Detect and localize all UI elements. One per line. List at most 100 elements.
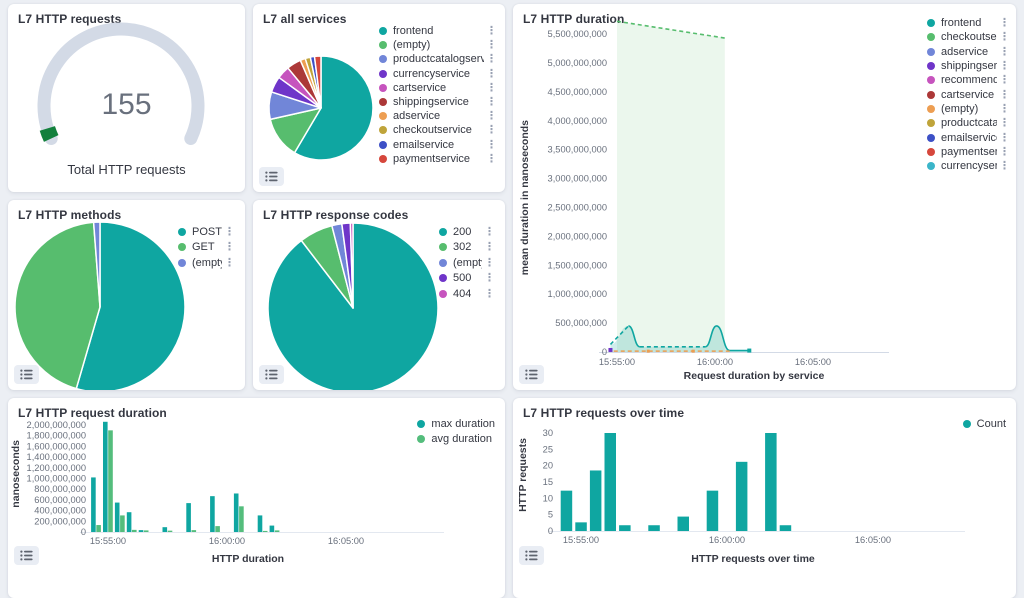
legend-item-currencyservice[interactable]: currencyservice⋮	[927, 159, 1012, 173]
legend-toggle-button[interactable]	[259, 167, 284, 186]
legend-item--empty-[interactable]: (empty)⋮	[178, 255, 237, 271]
legend-item-count[interactable]: Count	[962, 416, 1006, 431]
request-duration-bar-chart: 15:55:00 16:00:00 16:05:00 0200,000,000400,…	[27, 420, 444, 546]
duration-y-axis-title: mean duration in nanoseconds	[519, 120, 531, 276]
boxes-vertical-icon[interactable]: ⋮	[999, 60, 1010, 73]
boxes-vertical-icon[interactable]: ⋮	[999, 17, 1010, 30]
legend-toggle-button[interactable]	[14, 365, 39, 384]
bar-max-duration	[186, 503, 191, 532]
legend-item-post[interactable]: POST ⋮	[178, 224, 237, 240]
boxes-vertical-icon[interactable]: ⋮	[999, 31, 1010, 44]
legend-item-shippingservice[interactable]: shippingservice⋮	[927, 59, 1012, 73]
panel-title: L7 HTTP duration	[523, 12, 625, 26]
pie-slice-paymentservice	[313, 55, 322, 109]
legend-item-404[interactable]: 404 ⋮	[439, 286, 497, 302]
legend-item--empty-[interactable]: (empty)⋮	[379, 38, 499, 52]
boxes-vertical-icon[interactable]: ⋮	[486, 124, 497, 137]
legend-item-frontend[interactable]: frontend ⋮	[927, 16, 1012, 30]
panel-l7-http-duration: L7 HTTP duration 15:55:00 16:00:00 16:05:0…	[513, 4, 1016, 390]
legend-item-500[interactable]: 500 ⋮	[439, 271, 497, 287]
legend-item-paymentservice[interactable]: paymentservice⋮	[927, 145, 1012, 159]
boxes-vertical-icon[interactable]: ⋮	[486, 138, 497, 151]
legend-color-dot-icon	[927, 119, 935, 128]
request-duration-x-axis-title: HTTP duration	[211, 553, 285, 565]
legend-item-label: paymentservice	[941, 145, 997, 158]
boxes-vertical-icon[interactable]: ⋮	[484, 272, 495, 285]
legend-item-label: (empty)	[192, 256, 222, 269]
boxes-vertical-icon[interactable]: ⋮	[224, 241, 235, 254]
boxes-vertical-icon[interactable]: ⋮	[486, 81, 497, 94]
boxes-vertical-icon[interactable]: ⋮	[486, 152, 497, 165]
legend-item-productcatalogservice[interactable]: productcatalogservice⋮	[379, 52, 499, 66]
legend-item-emailservice[interactable]: emailservice ⋮	[927, 130, 1012, 144]
legend-toggle-button[interactable]	[259, 365, 284, 384]
boxes-vertical-icon[interactable]: ⋮	[999, 160, 1010, 173]
legend-item-label: (empty)	[941, 102, 979, 115]
boxes-vertical-icon[interactable]: ⋮	[999, 145, 1010, 158]
legend-item-get[interactable]: GET ⋮	[178, 240, 237, 256]
legend-item-recommendationservice[interactable]: recommendationservice⋮	[927, 73, 1012, 87]
bar-count	[619, 525, 631, 531]
boxes-vertical-icon[interactable]: ⋮	[484, 225, 495, 238]
boxes-vertical-icon[interactable]: ⋮	[486, 53, 497, 66]
svg-text:4,500,000,000: 4,500,000,000	[548, 87, 607, 97]
boxes-vertical-icon[interactable]: ⋮	[999, 88, 1010, 101]
panel-l7-http-request-duration: L7 HTTP request duration 15:55:00 16:00:0…	[8, 398, 505, 598]
legend-item-checkoutservice[interactable]: checkoutservice⋮	[379, 123, 499, 137]
boxes-vertical-icon[interactable]: ⋮	[224, 225, 235, 238]
svg-text:1,500,000,000: 1,500,000,000	[548, 260, 607, 270]
legend-toggle-button[interactable]	[519, 546, 544, 565]
boxes-vertical-icon[interactable]: ⋮	[224, 256, 235, 269]
svg-text:4,000,000,000: 4,000,000,000	[548, 116, 607, 126]
legend-item-label: checkoutservice	[941, 31, 997, 44]
legend-item-label: cartservice	[393, 81, 447, 94]
legend-item-label: avg duration	[431, 432, 492, 445]
response-codes-pie-chart	[267, 222, 439, 390]
legend-item-200[interactable]: 200 ⋮	[439, 224, 497, 240]
boxes-vertical-icon[interactable]: ⋮	[999, 102, 1010, 115]
boxes-vertical-icon[interactable]: ⋮	[999, 117, 1010, 130]
legend-item-paymentservice[interactable]: paymentservice⋮	[379, 152, 499, 166]
legend-item-productcatalogservice[interactable]: productcatalogservice⋮	[927, 116, 1012, 130]
boxes-vertical-icon[interactable]: ⋮	[999, 74, 1010, 87]
boxes-vertical-icon[interactable]: ⋮	[484, 256, 495, 269]
legend-item-302[interactable]: 302 ⋮	[439, 240, 497, 256]
legend-item-adservice[interactable]: adservice ⋮	[379, 109, 499, 123]
svg-text:2,000,000,000: 2,000,000,000	[27, 420, 86, 430]
boxes-vertical-icon[interactable]: ⋮	[999, 45, 1010, 58]
boxes-vertical-icon[interactable]: ⋮	[486, 67, 497, 80]
legend-item-cartservice[interactable]: cartservice ⋮	[927, 87, 1012, 101]
svg-text:5,000,000,000: 5,000,000,000	[548, 58, 607, 68]
bar-max-duration	[138, 530, 144, 532]
legend-item-frontend[interactable]: frontend ⋮	[379, 24, 499, 38]
boxes-vertical-icon[interactable]: ⋮	[486, 25, 497, 38]
legend-color-dot-icon	[927, 76, 935, 85]
legend-item--empty-[interactable]: (empty)⋮	[439, 255, 497, 271]
svg-text:500,000,000: 500,000,000	[555, 318, 607, 328]
bar-avg-duration	[132, 529, 137, 532]
svg-text:0: 0	[548, 526, 553, 536]
legend-item-cartservice[interactable]: cartservice ⋮	[379, 81, 499, 95]
legend-toggle-button[interactable]	[14, 546, 39, 565]
duration-x-axis-title: Request duration by service	[683, 370, 825, 382]
legend-item-shippingservice[interactable]: shippingservice⋮	[379, 95, 499, 109]
legend-item-adservice[interactable]: adservice ⋮	[927, 45, 1012, 59]
request-duration-legend: max duration avg duration	[417, 416, 495, 446]
legend-item-avg-duration[interactable]: avg duration	[417, 431, 495, 446]
boxes-vertical-icon[interactable]: ⋮	[486, 39, 497, 52]
svg-text:5,500,000,000: 5,500,000,000	[548, 29, 607, 39]
boxes-vertical-icon[interactable]: ⋮	[484, 287, 495, 300]
boxes-vertical-icon[interactable]: ⋮	[484, 241, 495, 254]
legend-item-currencyservice[interactable]: currencyservice⋮	[379, 67, 499, 81]
boxes-vertical-icon[interactable]: ⋮	[486, 96, 497, 109]
legend-item-max-duration[interactable]: max duration	[417, 416, 495, 431]
legend-toggle-button[interactable]	[519, 365, 544, 384]
request-duration-y-axis-title: nanoseconds	[10, 440, 22, 508]
legend-item--empty-[interactable]: (empty) ⋮	[927, 102, 1012, 116]
pie-slice--empty-	[92, 221, 101, 308]
legend-item-emailservice[interactable]: emailservice ⋮	[379, 138, 499, 152]
boxes-vertical-icon[interactable]: ⋮	[486, 110, 497, 123]
boxes-vertical-icon[interactable]: ⋮	[999, 131, 1010, 144]
legend-item-label: emailservice	[941, 131, 997, 144]
legend-item-checkoutservice[interactable]: checkoutservice⋮	[927, 30, 1012, 44]
